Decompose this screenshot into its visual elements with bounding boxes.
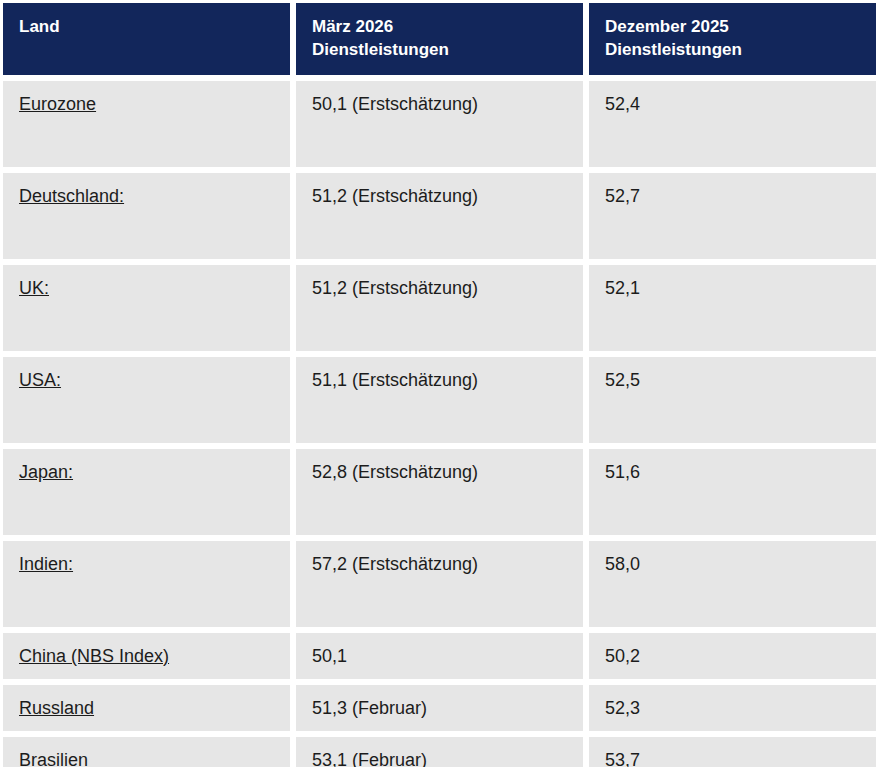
cell-land: Brasilien	[0, 734, 293, 767]
country-link-japan[interactable]: Japan:	[19, 462, 73, 482]
table-row-russland: Russland 51,3 (Februar) 52,3	[0, 682, 879, 734]
cell-land: Deutschland:	[0, 170, 293, 262]
table-row-deutschland: Deutschland: 51,2 (Erstschätzung) 52,7	[0, 170, 879, 262]
cell-maerz-value: 51,2 (Erstschätzung)	[293, 262, 586, 354]
column-header-label: Dezember 2025	[605, 15, 860, 38]
cell-maerz-value: 53,1 (Februar)	[293, 734, 586, 767]
column-header-label: Dienstleistungen	[605, 38, 860, 61]
pmi-services-table: Land März 2026 Dienstleistungen Dezember…	[0, 0, 879, 767]
column-header-maerz-2026: März 2026 Dienstleistungen	[293, 0, 586, 78]
cell-land: Japan:	[0, 446, 293, 538]
table-row-uk: UK: 51,2 (Erstschätzung) 52,1	[0, 262, 879, 354]
cell-dezember-value: 58,0	[586, 538, 879, 630]
cell-land: China (NBS Index)	[0, 630, 293, 682]
cell-maerz-value: 50,1	[293, 630, 586, 682]
country-link-deutschland[interactable]: Deutschland:	[19, 186, 124, 206]
cell-maerz-value: 50,1 (Erstschätzung)	[293, 78, 586, 170]
cell-dezember-value: 52,4	[586, 78, 879, 170]
table-row-usa: USA: 51,1 (Erstschätzung) 52,5	[0, 354, 879, 446]
table-row-eurozone: Eurozone 50,1 (Erstschätzung) 52,4	[0, 78, 879, 170]
cell-land: USA:	[0, 354, 293, 446]
cell-land: Russland	[0, 682, 293, 734]
country-link-brasilien[interactable]: Brasilien	[19, 750, 88, 767]
country-link-eurozone[interactable]: Eurozone	[19, 94, 96, 114]
country-link-indien[interactable]: Indien:	[19, 554, 73, 574]
column-header-label: März 2026	[312, 15, 567, 38]
country-link-usa[interactable]: USA:	[19, 370, 61, 390]
cell-dezember-value: 52,7	[586, 170, 879, 262]
cell-dezember-value: 52,3	[586, 682, 879, 734]
column-header-dezember-2025: Dezember 2025 Dienstleistungen	[586, 0, 879, 78]
table-row-indien: Indien: 57,2 (Erstschätzung) 58,0	[0, 538, 879, 630]
cell-dezember-value: 52,5	[586, 354, 879, 446]
cell-dezember-value: 52,1	[586, 262, 879, 354]
cell-maerz-value: 52,8 (Erstschätzung)	[293, 446, 586, 538]
table-row-japan: Japan: 52,8 (Erstschätzung) 51,6	[0, 446, 879, 538]
header-row: Land März 2026 Dienstleistungen Dezember…	[0, 0, 879, 78]
table-row-brasilien: Brasilien 53,1 (Februar) 53,7	[0, 734, 879, 767]
country-link-uk[interactable]: UK:	[19, 278, 49, 298]
column-header-label: Dienstleistungen	[312, 38, 567, 61]
cell-dezember-value: 51,6	[586, 446, 879, 538]
cell-land: UK:	[0, 262, 293, 354]
cell-dezember-value: 50,2	[586, 630, 879, 682]
column-header-land: Land	[0, 0, 293, 78]
column-header-label: Land	[19, 15, 274, 38]
cell-maerz-value: 51,3 (Februar)	[293, 682, 586, 734]
cell-maerz-value: 57,2 (Erstschätzung)	[293, 538, 586, 630]
cell-maerz-value: 51,1 (Erstschätzung)	[293, 354, 586, 446]
country-link-china[interactable]: China (NBS Index)	[19, 646, 169, 666]
table-row-china: China (NBS Index) 50,1 50,2	[0, 630, 879, 682]
country-link-russland[interactable]: Russland	[19, 698, 94, 718]
cell-maerz-value: 51,2 (Erstschätzung)	[293, 170, 586, 262]
cell-land: Indien:	[0, 538, 293, 630]
cell-land: Eurozone	[0, 78, 293, 170]
cell-dezember-value: 53,7	[586, 734, 879, 767]
